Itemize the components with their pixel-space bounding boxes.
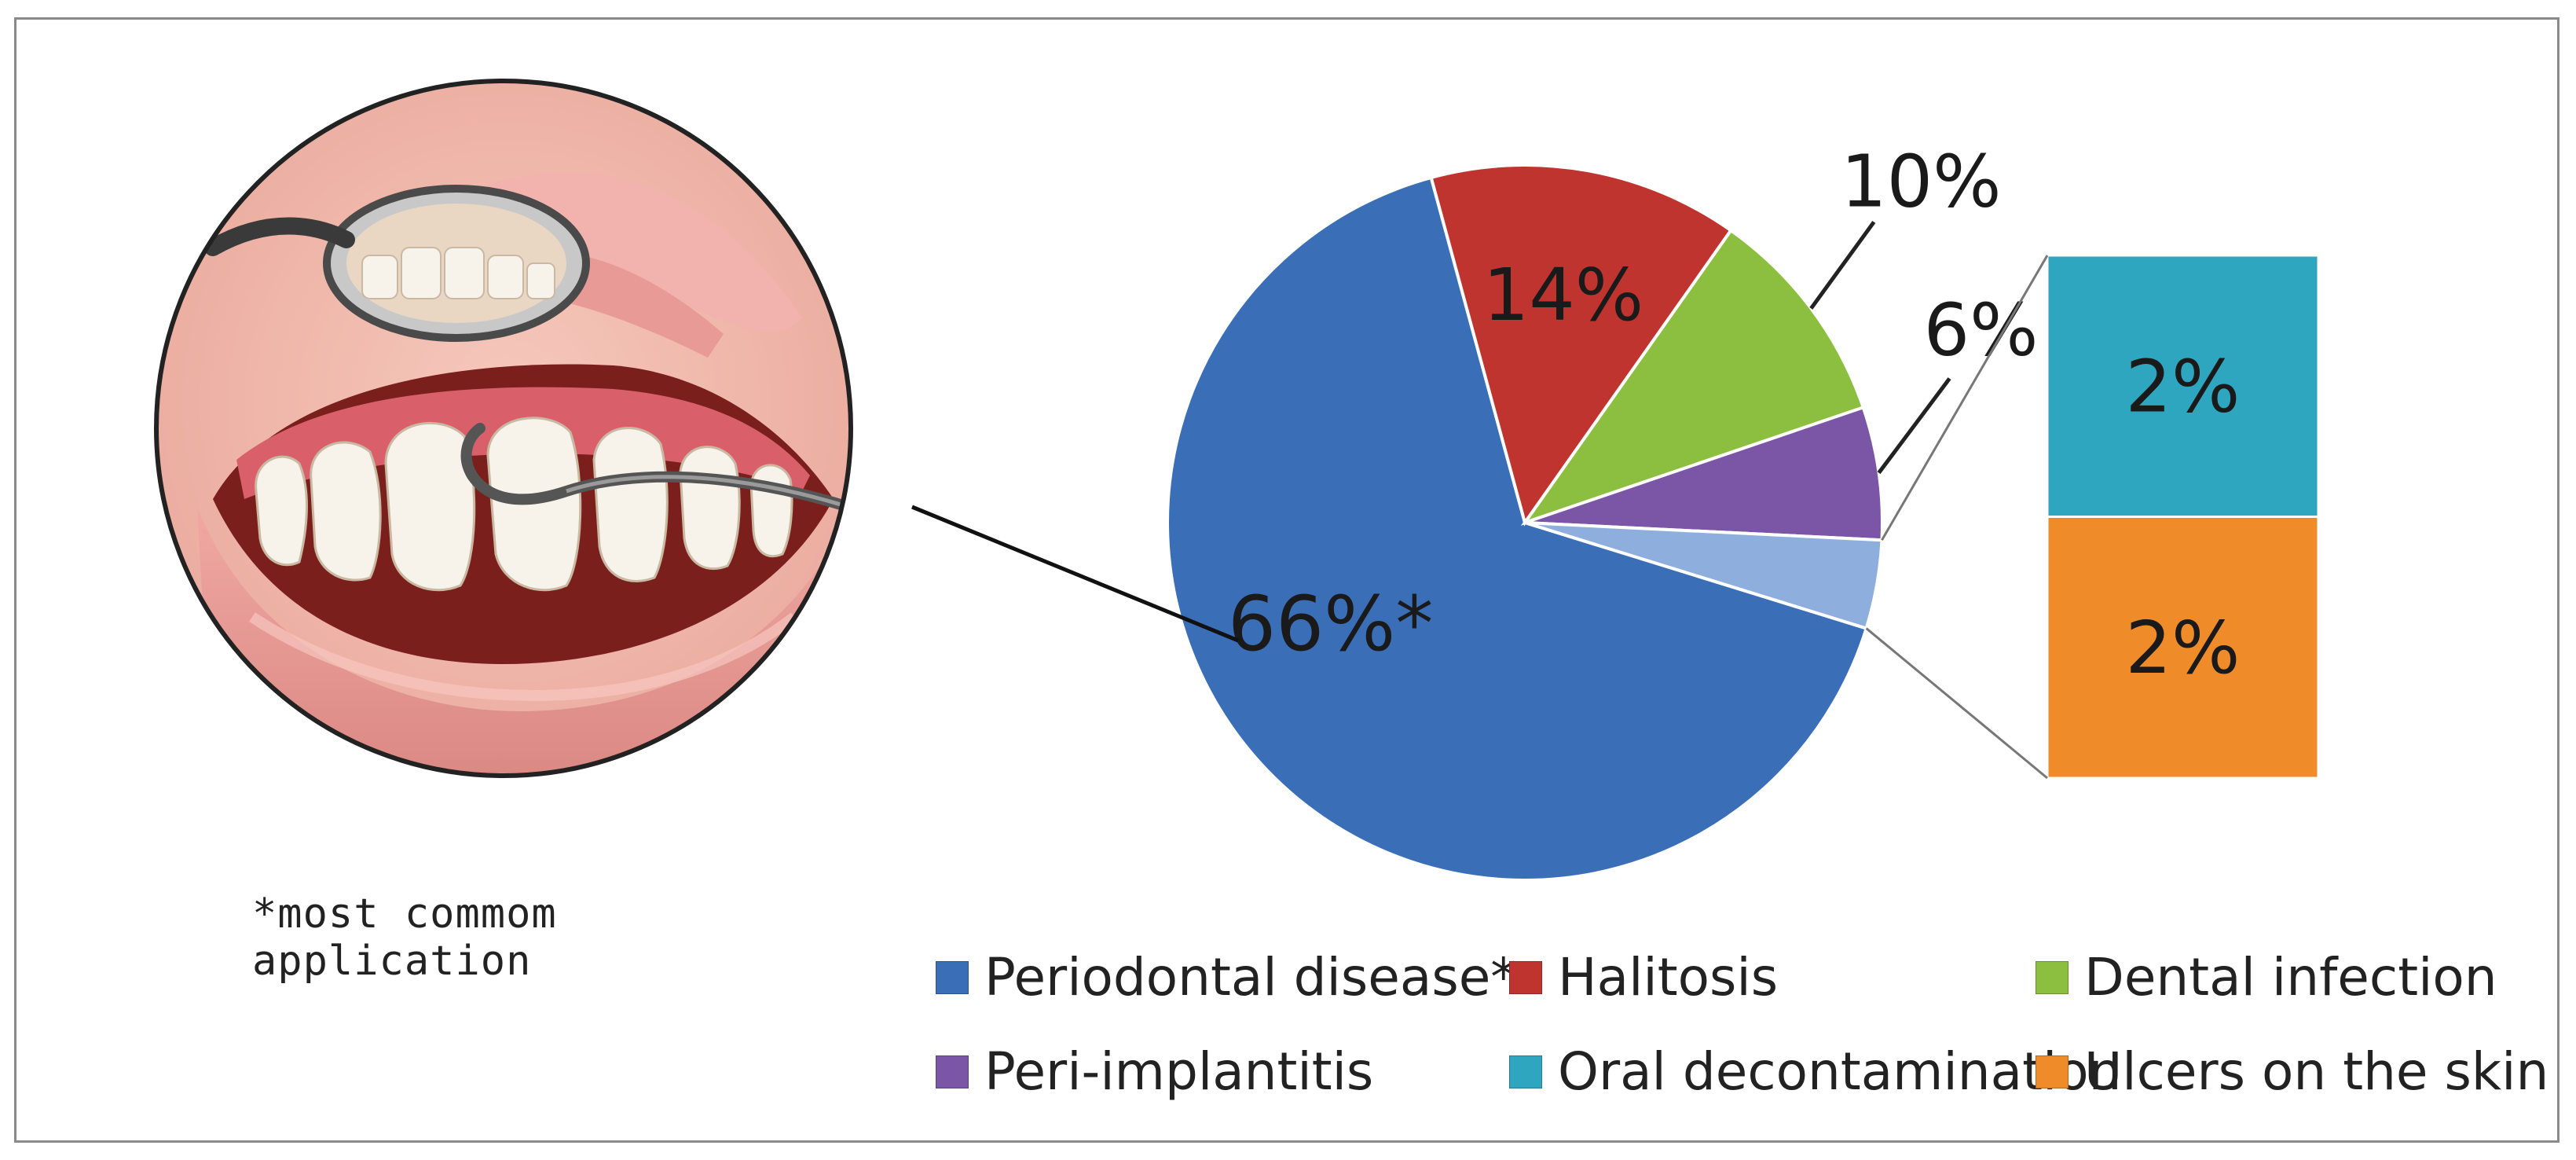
legend-row-2: Peri-implantitis Oral decontamination Ul…	[936, 1041, 2570, 1136]
pie-of-pie-chart: 66%*14%10%6%2%2%	[911, 139, 2320, 882]
data-label-periodontal: 66%*	[1228, 580, 1433, 668]
data-label-dental-infection: 10%	[1841, 139, 2001, 223]
legend-swatch	[2036, 960, 2068, 994]
connector-line-bottom	[1865, 627, 2048, 780]
pie-slice-combined-other	[1524, 521, 1884, 631]
legend-label: Halitosis	[1558, 947, 1779, 1008]
data-label-ulcers: 2%	[2126, 606, 2241, 690]
bar-segment-oral-decontamination	[2046, 254, 2320, 518]
periodontal-probe-icon	[460, 423, 851, 536]
footnote-caption: *most commom application	[252, 890, 557, 985]
bar-segment-ulcers	[2046, 516, 2320, 780]
legend-swatch	[1509, 960, 1542, 994]
legend-swatch	[936, 960, 969, 994]
legend-swatch	[1509, 1055, 1542, 1088]
figure-frame: *most commom application 66%* 14% 10% 6% 2% 2…	[14, 17, 2560, 1143]
legend-item-peri-implantitis: Peri-implantitis	[936, 1041, 1373, 1102]
legend-label: Dental infection	[2084, 947, 2497, 1008]
legend-label: Peri-implantitis	[984, 1041, 1374, 1102]
legend-label: Oral decontamination	[1558, 1041, 2122, 1102]
data-label-halitosis: 14%	[1483, 253, 1643, 337]
legend-label: Ulcers on the skin	[2084, 1041, 2549, 1102]
legend-item-oral-decontamination: Oral decontamination	[1509, 1041, 2122, 1102]
leader-line-peri-implantitis	[1877, 377, 1951, 475]
legend-item-dental-infection: Dental infection	[2036, 947, 2497, 1008]
pie-slice-dental-infection	[1520, 228, 1866, 526]
dental-mirror-icon	[204, 185, 590, 342]
data-label-oral-decontamination: 2%	[2126, 344, 2241, 428]
legend-item-halitosis: Halitosis	[1509, 947, 1778, 1008]
legend-swatch	[936, 1055, 969, 1088]
dental-illustration	[154, 79, 853, 778]
legend-row-1: Periodontal disease* Halitosis Dental in…	[936, 947, 2570, 1041]
pie-slice-periodontal	[1166, 175, 1869, 882]
legend-item-ulcers: Ulcers on the skin	[2036, 1041, 2549, 1102]
illustration-leader-line	[911, 505, 1239, 643]
leader-line-dental-infection	[1809, 220, 1876, 310]
connector-line-top	[1881, 255, 2049, 541]
legend-swatch	[2036, 1055, 2068, 1088]
mouth-scene	[156, 81, 851, 776]
pie-slice-halitosis	[1429, 163, 1734, 527]
legend-label: Periodontal disease*	[984, 947, 1517, 1008]
legend-item-periodontal: Periodontal disease*	[936, 947, 1516, 1008]
chart-legend: Periodontal disease* Halitosis Dental in…	[936, 947, 2570, 1136]
